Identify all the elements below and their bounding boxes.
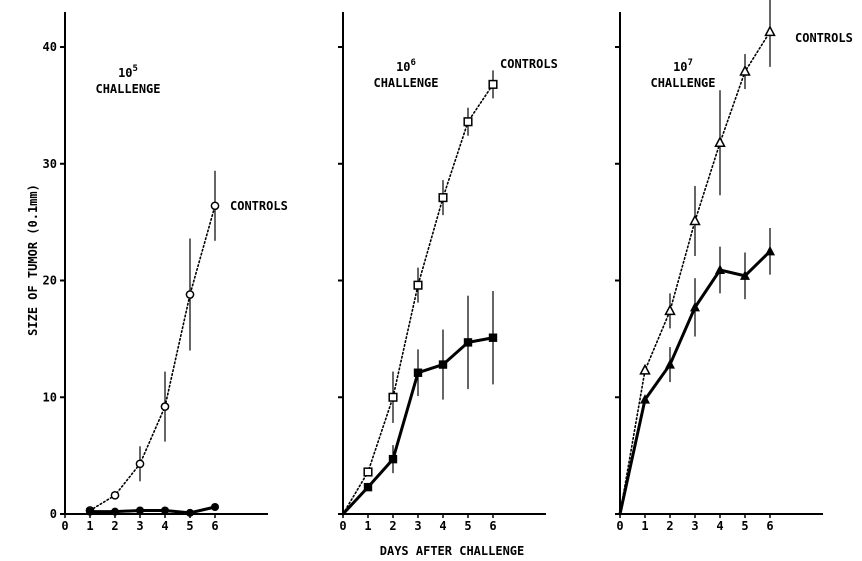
data-point bbox=[463, 338, 473, 347]
series-treated bbox=[341, 291, 498, 516]
x-tick-label: 3 bbox=[136, 519, 143, 533]
data-point bbox=[388, 392, 398, 402]
x-tick-label: 5 bbox=[464, 519, 471, 533]
data-point bbox=[413, 368, 423, 377]
series-line bbox=[88, 505, 217, 515]
series-controls: CONTROLS bbox=[342, 57, 558, 515]
data-point bbox=[86, 507, 94, 516]
dose-label: 107 bbox=[673, 58, 693, 74]
x-tick-label: 1 bbox=[86, 519, 93, 533]
series-line bbox=[89, 204, 216, 512]
challenge-label: CHALLENGE bbox=[373, 76, 438, 90]
data-point bbox=[160, 402, 170, 411]
y-tick-label: 10 bbox=[43, 390, 57, 404]
y-tick-label: 0 bbox=[50, 507, 57, 521]
data-point bbox=[639, 363, 651, 375]
x-tick-label: 6 bbox=[766, 519, 773, 533]
data-point bbox=[740, 270, 750, 280]
data-point bbox=[211, 502, 219, 511]
y-tick-label: 40 bbox=[43, 40, 57, 54]
series-label-controls: CONTROLS bbox=[230, 199, 288, 213]
data-point bbox=[363, 467, 373, 477]
series-treated bbox=[86, 502, 219, 517]
data-point bbox=[664, 304, 676, 316]
data-point bbox=[488, 79, 498, 89]
x-tick-label: 2 bbox=[666, 519, 673, 533]
data-point bbox=[689, 214, 701, 226]
series-label-controls: CONTROLS bbox=[795, 31, 853, 45]
data-point bbox=[135, 459, 145, 469]
data-point bbox=[161, 506, 169, 515]
challenge-label: CHALLENGE bbox=[95, 82, 160, 96]
y-axis-title: SIZE OF TUMOR (0.1mm) bbox=[26, 184, 40, 336]
x-tick-label: 3 bbox=[414, 519, 421, 533]
data-point bbox=[715, 264, 725, 275]
dose-label: 106 bbox=[396, 58, 416, 74]
x-axis-title: DAYS AFTER CHALLENGE bbox=[380, 544, 525, 558]
dose-exponent: 6 bbox=[411, 58, 416, 68]
x-tick-label: 4 bbox=[161, 519, 168, 533]
series-controls: CONTROLS bbox=[85, 170, 288, 515]
data-point bbox=[185, 290, 195, 299]
data-point bbox=[764, 25, 776, 37]
x-tick-label: 2 bbox=[389, 519, 396, 533]
data-point bbox=[739, 64, 751, 76]
x-tick-label: 6 bbox=[211, 519, 218, 533]
data-point bbox=[438, 360, 448, 369]
y-tick-label: 30 bbox=[43, 157, 57, 171]
y-tick-label: 20 bbox=[43, 274, 57, 288]
dose-exponent: 7 bbox=[688, 58, 693, 68]
data-point bbox=[136, 506, 144, 515]
panel-3: 0 1 2 3 4 5 6 107 CHALLENGE CONTROLS bbox=[615, 0, 853, 533]
x-tick-label: 5 bbox=[186, 519, 193, 533]
series-label-controls: CONTROLS bbox=[500, 57, 558, 71]
series-controls: CONTROLS bbox=[619, 0, 853, 515]
data-point bbox=[413, 280, 423, 290]
data-point bbox=[210, 201, 220, 211]
dose-label: 105 bbox=[118, 64, 138, 80]
x-tick-label: 2 bbox=[111, 519, 118, 533]
x-tick-label: 1 bbox=[364, 519, 371, 533]
challenge-label: CHALLENGE bbox=[650, 76, 715, 90]
dose-base: 10 bbox=[396, 60, 410, 74]
data-point bbox=[186, 508, 194, 517]
data-point bbox=[388, 454, 398, 464]
data-point bbox=[714, 136, 726, 148]
dose-base: 10 bbox=[673, 60, 687, 74]
series-treated bbox=[618, 227, 775, 516]
x-tick-label: 0 bbox=[616, 519, 623, 533]
dose-exponent: 5 bbox=[133, 64, 138, 74]
x-tick-label: 0 bbox=[61, 519, 68, 533]
data-point bbox=[463, 117, 473, 127]
data-point bbox=[110, 490, 120, 500]
data-point bbox=[640, 394, 650, 404]
x-tick-label: 0 bbox=[339, 519, 346, 533]
x-tick-label: 1 bbox=[641, 519, 648, 533]
data-point bbox=[690, 301, 700, 312]
x-tick-label: 6 bbox=[489, 519, 496, 533]
x-tick-label: 4 bbox=[439, 519, 446, 533]
x-tick-label: 5 bbox=[741, 519, 748, 533]
data-point bbox=[665, 359, 675, 369]
x-tick-label: 3 bbox=[691, 519, 698, 533]
dose-base: 10 bbox=[118, 66, 132, 80]
data-point bbox=[363, 482, 373, 492]
data-point bbox=[438, 193, 448, 203]
data-point bbox=[488, 333, 498, 342]
data-point bbox=[765, 245, 775, 256]
data-point bbox=[111, 507, 119, 516]
x-tick-label: 4 bbox=[716, 519, 723, 533]
